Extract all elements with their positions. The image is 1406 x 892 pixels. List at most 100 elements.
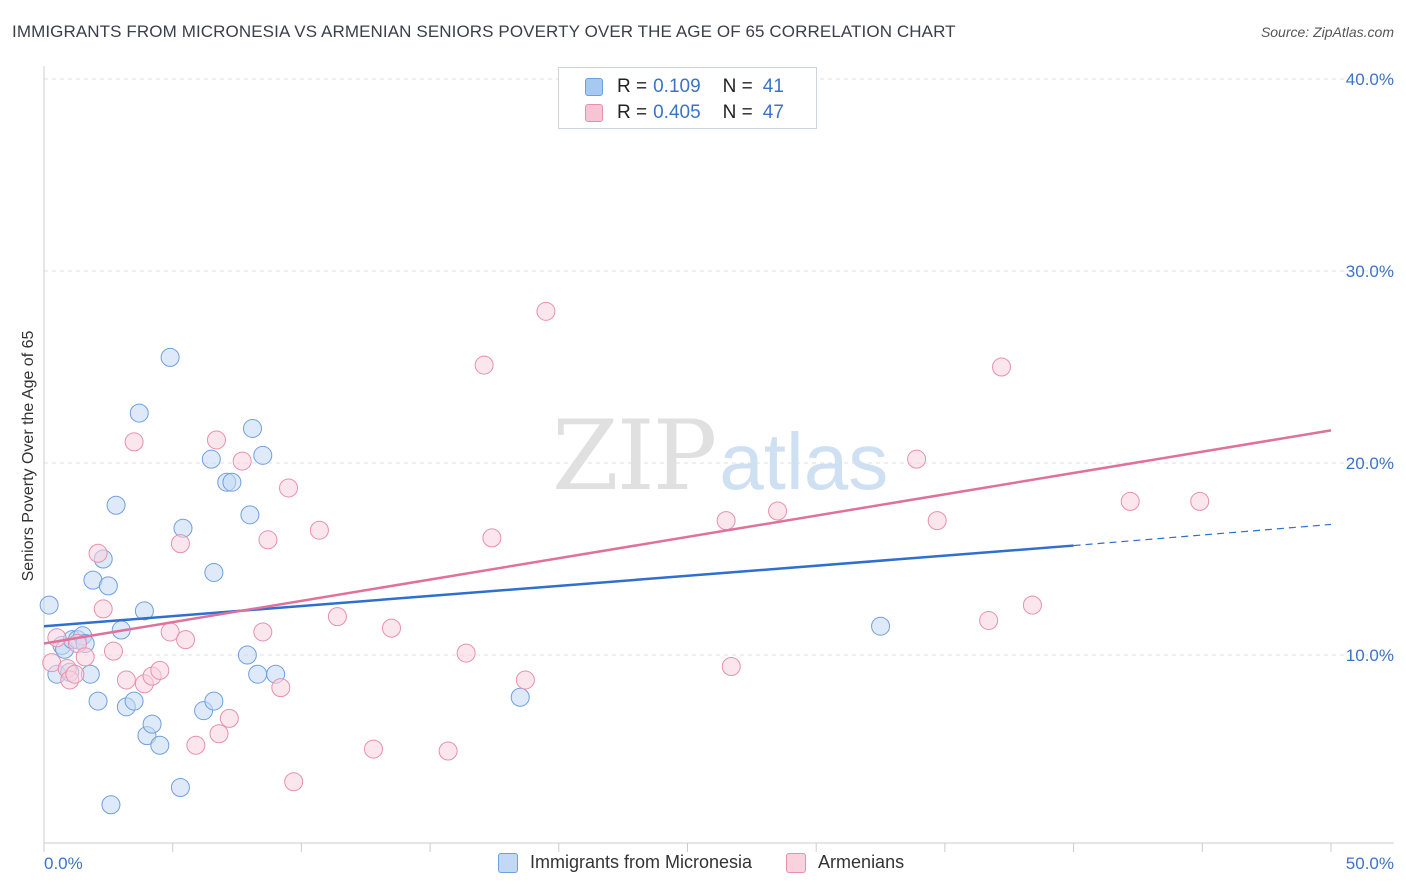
data-point	[101, 795, 121, 815]
legend-row-micronesia: R = 0.109 N = 41	[585, 75, 784, 99]
correlation-legend: R = 0.109 N = 41 R = 0.405 N = 47	[558, 67, 817, 129]
trend-line	[43, 429, 1332, 645]
data-point	[438, 741, 458, 761]
data-point	[510, 687, 530, 707]
data-point	[98, 576, 118, 596]
data-point	[134, 601, 154, 621]
data-point	[992, 357, 1012, 377]
data-point	[258, 530, 278, 550]
data-point	[150, 660, 170, 680]
data-point	[170, 534, 190, 554]
legend-swatch-armenians	[585, 104, 603, 122]
data-point	[309, 520, 329, 540]
watermark: ZIPatlas	[552, 400, 888, 512]
data-point	[327, 607, 347, 627]
legend-swatch-armenians	[786, 852, 807, 873]
legend-n-label: N =	[722, 102, 753, 123]
source-label: Source: ZipAtlas.com	[1260, 24, 1394, 40]
data-point	[124, 691, 144, 711]
data-point	[170, 777, 190, 797]
legend-n-value: 47	[762, 102, 784, 123]
data-point	[106, 495, 126, 515]
data-point	[242, 418, 262, 438]
legend-item-micronesia[interactable]: Immigrants from Micronesia	[498, 852, 752, 873]
legend-item-armenians[interactable]: Armenians	[786, 852, 904, 873]
data-point	[93, 599, 113, 619]
data-point	[209, 724, 229, 744]
data-point	[129, 403, 149, 423]
data-point	[240, 505, 260, 525]
legend-row-armenians: R = 0.405 N = 47	[585, 101, 784, 125]
data-point	[124, 432, 144, 452]
data-point	[536, 301, 556, 321]
legend-r-value: 0.109	[653, 76, 701, 97]
legend-label-micronesia: Immigrants from Micronesia	[530, 852, 753, 872]
data-point	[47, 628, 67, 648]
data-point	[206, 430, 226, 450]
y-tick-label: 20.0%	[1346, 454, 1394, 473]
data-point	[716, 511, 736, 531]
watermark-zip: ZIP	[552, 400, 717, 512]
data-point	[75, 647, 95, 667]
data-point	[237, 645, 257, 665]
data-point	[232, 451, 252, 471]
series-armenians	[42, 301, 1210, 792]
data-point	[871, 616, 891, 636]
trend-line-extension	[1073, 523, 1332, 547]
x-tick-label: 0.0%	[44, 854, 83, 873]
series-micronesia	[39, 347, 891, 815]
data-point	[474, 355, 494, 375]
legend-r-value: 0.405	[653, 102, 701, 123]
data-point	[456, 643, 476, 663]
data-point	[768, 501, 788, 521]
legend-label-armenians: Armenians	[818, 852, 905, 872]
data-point	[381, 618, 401, 638]
y-tick-label: 30.0%	[1346, 262, 1394, 281]
data-point	[219, 708, 239, 728]
data-point	[279, 478, 299, 498]
data-point	[88, 543, 108, 563]
data-point	[186, 735, 206, 755]
data-point	[1190, 491, 1210, 511]
legend-n-label: N =	[722, 76, 753, 97]
data-point	[284, 772, 304, 792]
legend-n-value: 41	[762, 76, 784, 97]
data-point	[515, 670, 535, 690]
data-point	[1120, 491, 1140, 511]
trend-line	[43, 544, 1074, 628]
data-point	[1022, 595, 1042, 615]
data-point	[253, 622, 273, 642]
data-point	[65, 664, 85, 684]
data-point	[248, 664, 268, 684]
data-point	[39, 595, 59, 615]
data-point	[160, 347, 180, 367]
data-point	[907, 449, 927, 469]
data-point	[103, 641, 123, 661]
data-point	[271, 678, 291, 698]
y-axis-title: Seniors Poverty Over the Age of 65	[20, 331, 37, 582]
data-point	[201, 449, 221, 469]
data-point	[253, 445, 273, 465]
data-point	[88, 691, 108, 711]
data-point	[927, 511, 947, 531]
data-point	[363, 739, 383, 759]
data-point	[204, 691, 224, 711]
y-tick-label: 10.0%	[1346, 646, 1394, 665]
data-point	[142, 714, 162, 734]
data-point	[204, 562, 224, 582]
legend-r-label: R =	[617, 102, 648, 123]
data-point	[979, 610, 999, 630]
chart-title: IMMIGRANTS FROM MICRONESIA VS ARMENIAN S…	[12, 22, 956, 41]
watermark-atlas: atlas	[719, 417, 889, 506]
data-point	[482, 528, 502, 548]
legend-r-label: R =	[617, 76, 648, 97]
y-tick-label: 40.0%	[1346, 70, 1394, 89]
series-legend: Immigrants from Micronesia Armenians	[498, 852, 938, 873]
data-point	[150, 735, 170, 755]
legend-swatch-micronesia	[585, 78, 603, 96]
x-tick-label: 50.0%	[1346, 854, 1394, 873]
data-point	[222, 472, 242, 492]
data-point	[176, 630, 196, 650]
data-point	[116, 670, 136, 690]
